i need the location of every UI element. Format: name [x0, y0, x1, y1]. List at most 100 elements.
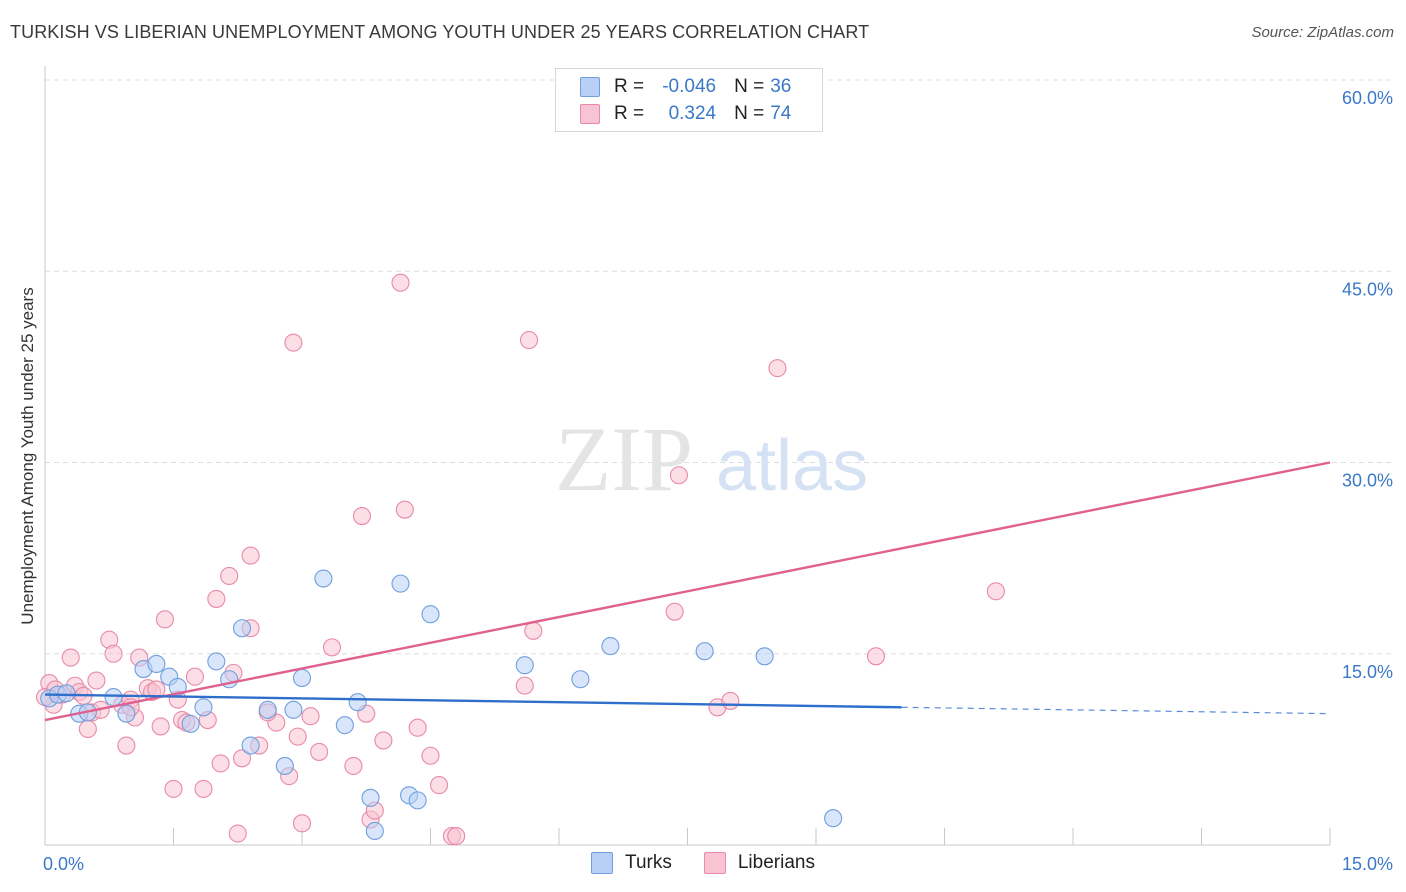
liberians-point — [241, 546, 260, 565]
turks-point — [207, 652, 226, 671]
y-axis-label: Unemployment Among Youth under 25 years — [18, 287, 37, 625]
liberians-point — [194, 779, 213, 798]
source-label: Source: ZipAtlas.com — [1251, 24, 1394, 41]
liberians-point — [292, 814, 312, 833]
legend-r-value: -0.046 — [662, 76, 717, 97]
legend-item-turks: Turks — [591, 852, 672, 874]
legend-swatch-turks — [580, 77, 600, 97]
turks-point — [241, 736, 260, 755]
legend-n-value: 74 — [770, 103, 792, 124]
turks-point — [181, 714, 200, 733]
liberians-point — [344, 756, 363, 776]
liberians-point — [352, 506, 372, 526]
chart-title: TURKISH VS LIBERIAN UNEMPLOYMENT AMONG Y… — [10, 22, 870, 42]
turks-point — [408, 791, 427, 810]
turks-point — [348, 693, 367, 712]
legend-swatch-liberians — [703, 852, 726, 874]
legend-label-liberians: Liberians — [737, 852, 815, 873]
liberians-point — [284, 333, 303, 352]
liberians-point — [669, 466, 688, 485]
legend-n-label: N = — [734, 103, 765, 124]
turks-point — [365, 821, 384, 841]
legend-r-label: R = — [614, 103, 645, 124]
legend-row-turks: R = -0.046 N = 36 — [580, 75, 791, 99]
series-legend: Turks Liberians — [0, 852, 1406, 874]
x-tick-label: 0.0% — [43, 854, 84, 874]
liberians-point — [391, 273, 410, 292]
liberians-point — [524, 621, 543, 640]
legend-swatch-turks — [591, 852, 614, 874]
legend-n-value: 36 — [770, 76, 792, 97]
turks-trend-line — [44, 693, 902, 709]
liberians-point — [408, 718, 427, 737]
liberians-point — [78, 719, 97, 739]
liberians-point — [721, 691, 740, 710]
y-tick-label: 30.0% — [1342, 471, 1393, 491]
liberians-point — [866, 647, 886, 666]
x-tick-label: 15.0% — [1342, 854, 1393, 874]
turks-point — [147, 654, 166, 674]
legend-n-label: N = — [734, 76, 765, 97]
turks-point — [824, 809, 843, 828]
liberians-point — [155, 610, 174, 629]
turks-point — [104, 688, 123, 707]
legend-r-value: 0.324 — [668, 103, 717, 124]
turks-point — [258, 700, 277, 719]
x-tick-labels: 0.0% 15.0% — [43, 854, 1393, 874]
turks-point — [314, 569, 333, 588]
turks-point — [391, 574, 410, 593]
turks-point — [194, 698, 213, 717]
liberians-point — [430, 776, 449, 795]
liberians-point — [207, 589, 226, 608]
liberians-point — [395, 500, 414, 519]
liberians-points — [35, 273, 1005, 846]
liberians-point — [151, 717, 170, 736]
liberians-point — [232, 749, 252, 768]
legend-row-liberians: R = 0.324 N = 74 — [580, 102, 791, 126]
liberians-point — [164, 779, 183, 798]
legend-r-label: R = — [614, 76, 645, 97]
liberians-point — [288, 727, 307, 746]
liberians-point — [104, 644, 123, 663]
turks-point — [57, 684, 76, 703]
turks-point — [571, 670, 590, 689]
liberians-point — [220, 566, 239, 586]
liberians-point — [515, 676, 534, 695]
liberians-point — [211, 754, 230, 773]
turks-point — [292, 668, 312, 688]
legend-swatch-liberians — [580, 104, 600, 124]
y-tick-label: 45.0% — [1342, 279, 1393, 299]
legend-label-turks: Turks — [625, 852, 672, 873]
liberians-point — [519, 331, 539, 350]
liberians-point — [228, 824, 247, 843]
watermark-zip: ZIP — [555, 408, 693, 510]
turks-trend-extension — [901, 706, 1331, 715]
grid-lines — [45, 79, 1395, 655]
turks-point — [515, 656, 534, 675]
axes — [44, 66, 1331, 846]
turks-point — [284, 700, 303, 719]
turks-point — [601, 637, 620, 656]
liberians-point — [374, 731, 393, 750]
liberians-point — [986, 582, 1005, 601]
liberians-trend-line — [44, 461, 1331, 722]
liberians-point — [87, 671, 106, 690]
turks-point — [421, 605, 440, 624]
liberians-point — [665, 602, 684, 621]
liberians-point — [322, 638, 342, 657]
correlation-legend: R = -0.046 N = 36 R = 0.324 N = 74 — [555, 68, 823, 132]
turks-point — [361, 788, 380, 807]
turks-point — [335, 716, 354, 735]
liberians-point — [117, 736, 136, 755]
liberians-point — [447, 827, 466, 846]
watermark-atlas: atlas — [716, 426, 868, 506]
legend-item-liberians: Liberians — [703, 852, 815, 874]
liberians-point — [421, 746, 440, 765]
liberians-point — [185, 667, 204, 686]
turks-point — [755, 647, 774, 666]
liberians-point — [301, 707, 320, 726]
y-tick-labels: 15.0% 30.0% 45.0% 60.0% — [1342, 88, 1393, 682]
turks-point — [232, 619, 252, 638]
liberians-point — [310, 742, 329, 761]
